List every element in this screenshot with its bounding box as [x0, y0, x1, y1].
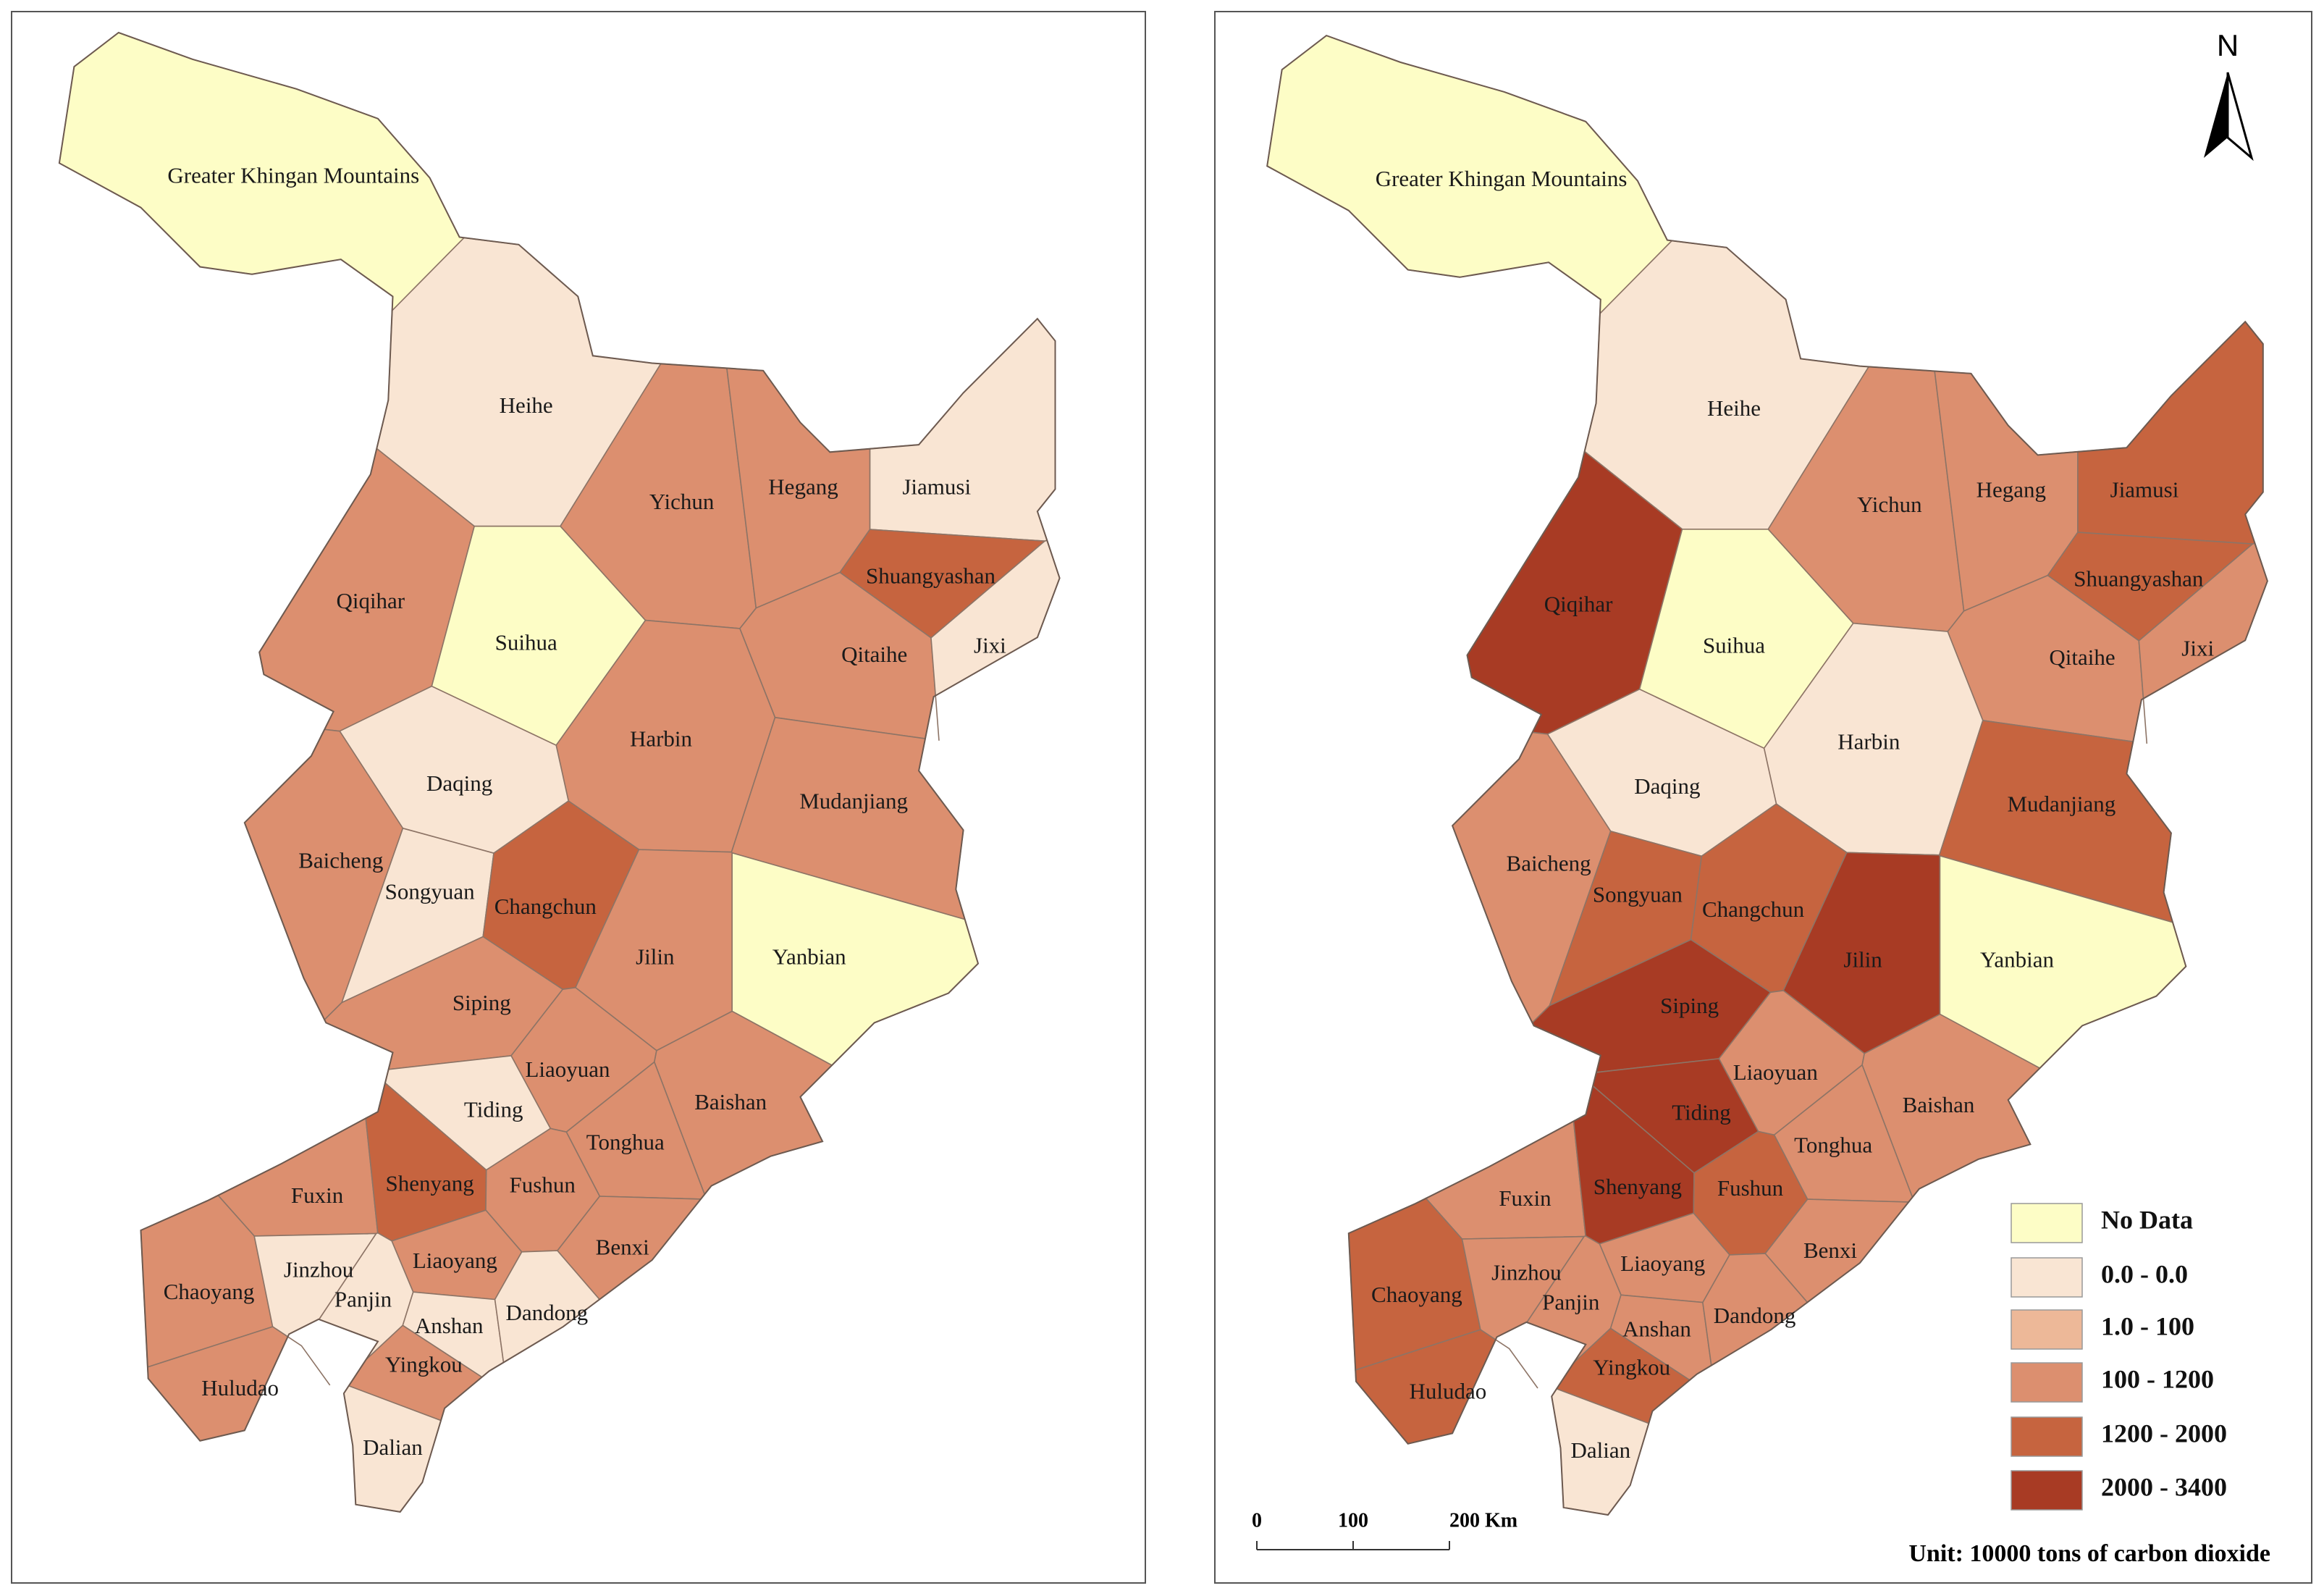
region-label: Siping [1660, 993, 1719, 1018]
region-label: Daqing [426, 770, 492, 796]
region-label: Jilin [1843, 947, 1882, 973]
region-label: Shenyang [1593, 1174, 1682, 1199]
legend-swatch [2011, 1470, 2083, 1511]
region-label: Daqing [1634, 773, 1700, 799]
region-label: Yanbian [1980, 947, 2054, 973]
region-label: Jixi [2181, 636, 2214, 661]
legend-label: 1.0 - 100 [2101, 1311, 2194, 1340]
region-label: Qiqihar [336, 588, 405, 613]
region-label: Hegang [768, 474, 838, 500]
region-label: Baicheng [1507, 851, 1591, 876]
region-label: Shuangyashan [866, 563, 996, 588]
region-label: Liaoyuan [525, 1057, 610, 1082]
region-label: Changchun [1702, 896, 1805, 922]
unit-note: Unit: 10000 tons of carbon dioxide [1908, 1540, 2270, 1567]
north-arrow-right [2226, 72, 2254, 161]
region-label: Heihe [500, 392, 553, 418]
region-label: Tiding [1672, 1099, 1731, 1125]
map-outline [1266, 34, 2268, 1516]
legend-swatch [2011, 1257, 2083, 1298]
legend-label: 1200 - 2000 [2101, 1419, 2227, 1448]
scale-label: 200 Km [1449, 1509, 1517, 1532]
region-label: Yichun [649, 489, 715, 514]
scale-bar: 0 100 200 Km [1252, 1509, 1517, 1550]
region-label: Greater Khingan Mountains [1376, 166, 1628, 191]
region-label: Dalian [363, 1435, 423, 1460]
right-map: Greater Khingan Mountains Heihe Qiqihar Sui… [1266, 34, 2268, 1516]
region-label: Benxi [596, 1235, 649, 1260]
region-label: Shuangyashan [2074, 566, 2204, 592]
region-label: Jilin [636, 944, 675, 970]
region-label: Dalian [1570, 1437, 1630, 1463]
legend-label: No Data [2101, 1205, 2193, 1234]
region-label: Yingkou [1593, 1355, 1670, 1380]
north-arrow-left [2204, 72, 2228, 158]
region-label: Changchun [494, 894, 597, 919]
region-label: Dandong [1714, 1303, 1796, 1328]
region-label: Huludao [1410, 1378, 1487, 1403]
legend-label: 100 - 1200 [2101, 1364, 2214, 1393]
region-label: Yingkou [385, 1351, 463, 1377]
region-label: Dandong [505, 1300, 588, 1325]
region-label: Jiamusi [902, 474, 971, 500]
left-map: Greater Khingan Mountains Heihe Qiqihar Sui… [58, 31, 1061, 1513]
region-label: Yichun [1857, 492, 1922, 517]
region-label: Harbin [630, 726, 693, 752]
legend-swatch [2011, 1309, 2083, 1350]
scale-label: 100 [1338, 1509, 1368, 1532]
region-label: Yanbian [772, 944, 846, 970]
legend-swatch [2011, 1416, 2083, 1457]
region-label: Greater Khingan Mountains [167, 163, 419, 188]
region-label: Panjin [334, 1286, 392, 1311]
region-label: Heihe [1707, 395, 1761, 421]
region-label: Jixi [974, 633, 1006, 658]
region-label: Tonghua [1794, 1133, 1872, 1158]
region-label: Qitaihe [2049, 644, 2115, 670]
region-label: Fushun [510, 1172, 576, 1198]
region-label: Songyuan [1593, 882, 1683, 907]
region-label: Tiding [464, 1096, 523, 1122]
region-label: Hegang [1976, 477, 2046, 503]
region-label: Mudanjiang [799, 789, 908, 814]
region-label: Jinzhou [284, 1256, 353, 1282]
region-label: Benxi [1803, 1238, 1857, 1263]
region-label: Mudanjiang [2007, 791, 2115, 817]
map-outline [58, 31, 1061, 1513]
region-label: Baishan [694, 1089, 767, 1114]
region-label: Siping [452, 990, 511, 1015]
legend-label: 0.0 - 0.0 [2101, 1259, 2188, 1288]
region-label: Baishan [1903, 1092, 1975, 1117]
region-label: Jiamusi [2110, 477, 2179, 503]
region-label: Harbin [1837, 729, 1900, 755]
region-label: Jinzhou [1491, 1260, 1561, 1285]
region-label: Fushun [1717, 1175, 1784, 1201]
region-label: Suihua [1703, 633, 1765, 658]
region-label: Liaoyang [1620, 1251, 1705, 1276]
region-label: Qitaihe [841, 642, 907, 667]
region-label: Baicheng [298, 848, 383, 873]
scale-label: 0 [1252, 1509, 1262, 1532]
north-arrow: N [2204, 28, 2254, 161]
region-label: Chaoyang [164, 1279, 255, 1304]
region-label: Liaoyuan [1733, 1059, 1819, 1085]
region-label: Suihua [495, 630, 557, 655]
region-label: Songyuan [385, 878, 476, 904]
region-label: Shenyang [385, 1171, 473, 1196]
legend-swatch [2011, 1203, 2083, 1243]
region-label: Fuxin [291, 1183, 344, 1208]
legend: No Data 0.0 - 0.0 1.0 - 100 100 - 1200 1200 … [2011, 1203, 2227, 1511]
region-label: Qiqihar [1544, 591, 1613, 616]
region-label: Chaoyang [1371, 1282, 1462, 1307]
north-label: N [2217, 28, 2239, 62]
region-label: Fuxin [1499, 1185, 1552, 1211]
region-label: Anshan [1622, 1316, 1691, 1341]
region-label: Huludao [201, 1375, 279, 1400]
region-label: Liaoyang [413, 1248, 497, 1273]
legend-label: 2000 - 3400 [2101, 1472, 2227, 1501]
region-label: Panjin [1542, 1290, 1600, 1315]
region-label: Tonghua [586, 1129, 665, 1154]
region-label: Anshan [415, 1313, 484, 1338]
legend-swatch [2011, 1362, 2083, 1403]
